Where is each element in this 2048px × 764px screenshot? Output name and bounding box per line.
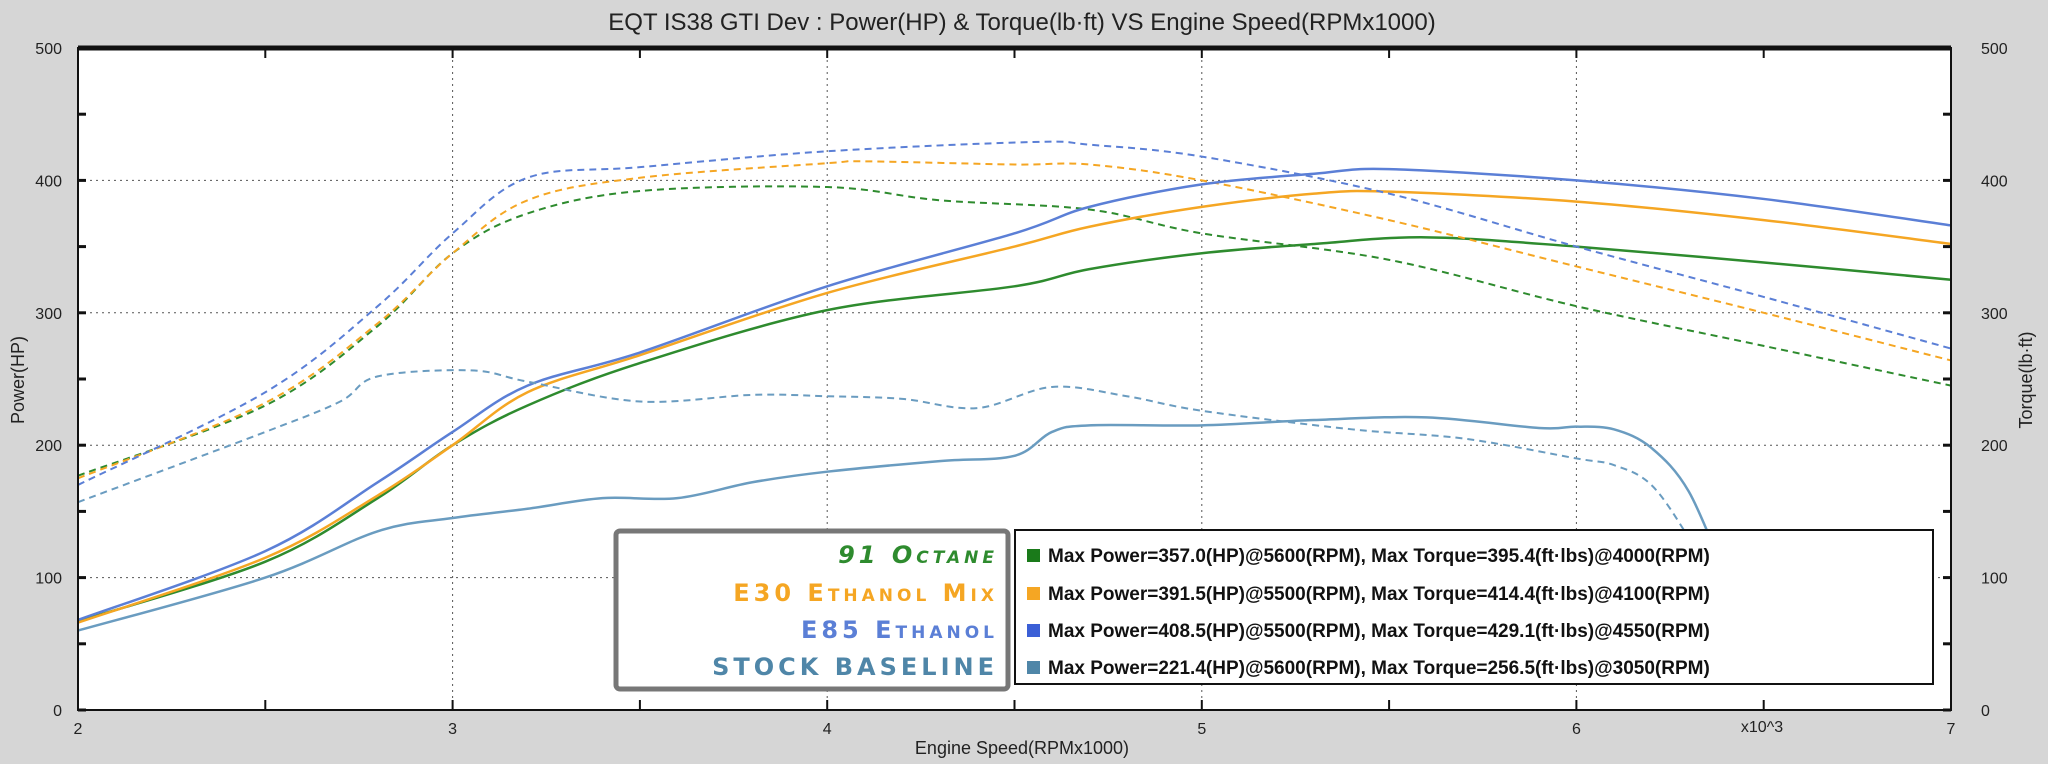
legend-e30: E30 Ethanol Mix: [733, 579, 998, 607]
legend-91-octane: 91 Octane: [838, 541, 998, 569]
torque-line-e85-ethanol: [77, 140, 1952, 486]
y2-tick-label: 100: [1981, 571, 2008, 588]
y-tick-label: 300: [35, 306, 62, 323]
x-tick-label: 2: [74, 721, 83, 738]
swatch-stock: [1027, 661, 1040, 674]
stat-91-octane: Max Power=357.0(HP)@5600(RPM), Max Torqu…: [1048, 546, 1710, 567]
torque-line-91-octane: [77, 185, 1952, 477]
torque-line-e30-ethanol-mix: [77, 160, 1952, 480]
swatch-e85: [1027, 624, 1040, 637]
x-tick-label: 6: [1572, 721, 1581, 738]
y2-tick-label: 200: [1981, 438, 2008, 455]
y2-tick-label: 400: [1981, 173, 2008, 190]
y-tick-label: 100: [35, 571, 62, 588]
y-tick-label: 400: [35, 173, 62, 190]
axis-ticks: 2 3 4 5 6 7 0 0 100 100 200 200 300 300 400 400 500 500: [35, 41, 2008, 738]
power-line-stock-baseline: [77, 415, 1728, 632]
legend-name-box: [613, 528, 1011, 692]
x-tick-label: 3: [448, 721, 457, 738]
grid: [78, 48, 1951, 710]
stat-e85: Max Power=408.5(HP)@5500(RPM), Max Torqu…: [1048, 621, 1710, 642]
y-tick-label: 0: [53, 703, 62, 720]
y2-tick-label: 0: [1981, 703, 1990, 720]
y-tick-label: 200: [35, 438, 62, 455]
legend-stock: STOCK BASELINE: [712, 653, 998, 681]
power-line-e30-ethanol-mix: [77, 189, 1952, 624]
x-tick-label: 7: [1947, 721, 1956, 738]
y2-tick-label: 300: [1981, 306, 2008, 323]
swatch-e30: [1027, 587, 1040, 600]
swatch-91-octane: [1027, 549, 1040, 562]
x-multiplier-label: x10^3: [1741, 719, 1783, 736]
series-lines: [77, 140, 1952, 632]
y-tick-label: 500: [35, 41, 62, 58]
chart-title: EQT IS38 GTI Dev : Power(HP) & Torque(lb…: [608, 9, 1435, 36]
stat-stock: Max Power=221.4(HP)@5600(RPM), Max Torqu…: [1048, 658, 1710, 679]
stats-box: [1014, 529, 1934, 685]
y-axis-label: Power(HP): [8, 336, 28, 424]
x-tick-label: 5: [1197, 721, 1206, 738]
power-line-e85-ethanol: [77, 167, 1952, 622]
x-axis-label: Engine Speed(RPMx1000): [915, 738, 1129, 758]
x-tick-label: 4: [823, 721, 832, 738]
torque-line-stock-baseline: [77, 369, 1728, 605]
y2-tick-label: 500: [1981, 41, 2008, 58]
y2-axis-label: Torque(lb·ft): [2016, 331, 2036, 428]
legend-e85: E85 Ethanol: [801, 616, 998, 644]
stat-e30: Max Power=391.5(HP)@5500(RPM), Max Torqu…: [1048, 584, 1710, 605]
